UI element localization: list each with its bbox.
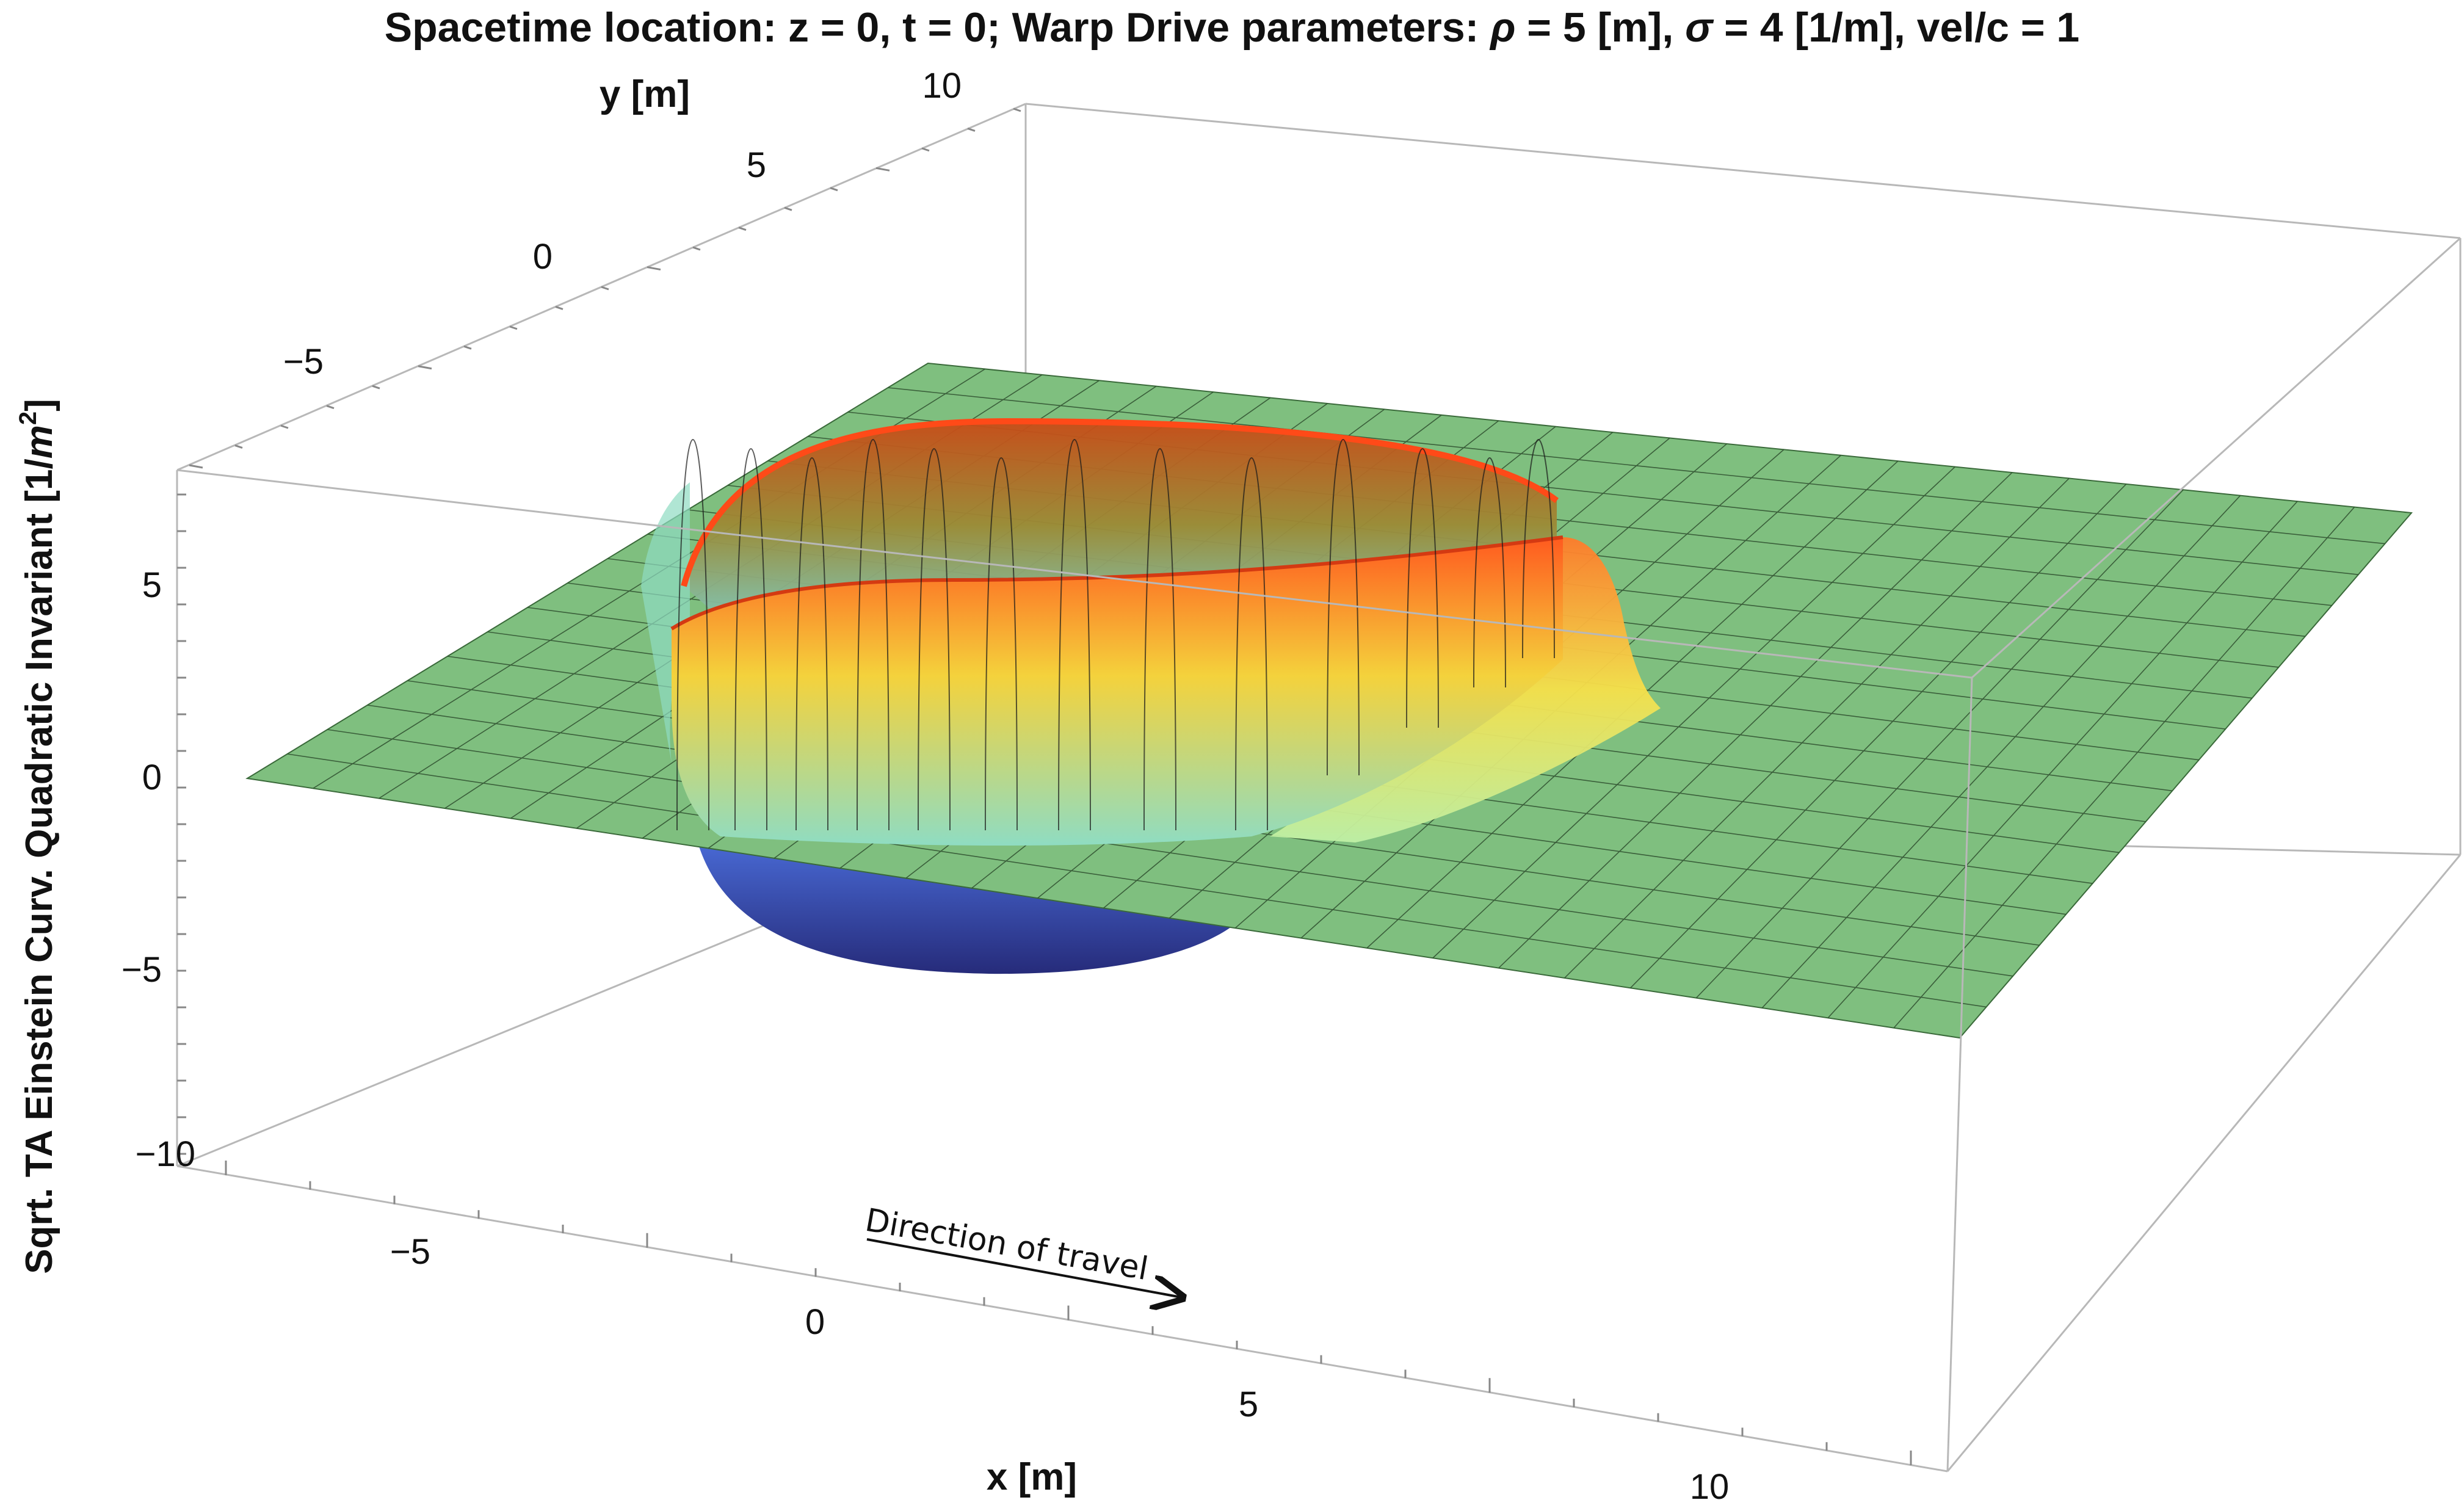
mesh-curve [1522,438,1555,659]
chart-title: Spacetime location: z = 0, t = 0; Warp D… [385,4,2080,51]
ring-wall-outer [641,418,1564,846]
direction-of-travel-annotation: Direction of travel [863,1202,1181,1297]
x-tick-label: −5 [390,1232,430,1272]
plane-grid-line [1827,501,2298,1018]
direction-arrow [866,1238,1181,1297]
axis-tick [418,365,432,370]
axis-tick [830,187,838,192]
mesh-curve [1473,457,1506,688]
axis-tick [875,167,890,172]
z-axis-label: Sqrt. TA Einstein Curv. Quadratic Invari… [15,399,60,1274]
plane-grid-line [1630,484,2127,988]
plane-grid-line [287,753,1987,1008]
plane-grid-line [888,387,2385,545]
plane-grid-line [1564,477,2070,979]
mesh-curve [1406,448,1439,728]
mesh-curve [857,438,890,831]
x-tick-label: 5 [1239,1385,1258,1424]
plane-grid-line [1498,472,2013,969]
mesh-curve [1327,438,1360,776]
x-tick-label: 0 [805,1302,825,1342]
ring-wall-inner [684,421,1557,629]
y-tick-label: 10 [922,66,962,106]
z-tick-label: −10 [136,1134,195,1174]
y-tick-label: 5 [747,145,766,185]
axis-tick [601,286,609,291]
axis-tick [1013,107,1021,112]
x-axis-label: x [m] [987,1456,1077,1498]
direction-of-travel-text: Direction of travel [863,1202,1151,1288]
plane-grid-line [327,729,2013,977]
axis-tick [372,385,380,390]
plane-grid-line [1893,507,2355,1029]
axis-tick [555,306,563,310]
axis-tick [234,444,243,449]
y-tick-label: −5 [283,342,324,382]
x-axis-tick-labels: −5 0 5 10 [390,1232,1729,1507]
plane-grid-line [1761,495,2241,1009]
y-tick-label: 0 [533,237,553,277]
mesh-curve [1143,448,1176,831]
axis-tick [647,266,661,271]
axis-tick-marks [177,107,1912,1465]
plane-grid-line [1432,466,1955,958]
mesh-curve [985,457,1018,831]
axis-tick [921,147,930,152]
z-tick-label: 0 [142,758,162,797]
plot-box-front [176,237,2462,1473]
mesh-curve [734,448,767,831]
mesh-curve [795,457,828,831]
z-axis-tick-labels: 5 0 −5 −10 [121,565,195,1174]
axis-tick [463,345,472,350]
mesh-curve [676,438,709,831]
axis-tick [280,424,289,429]
axis-tick [189,464,203,469]
surface-mesh-lines [676,438,1555,831]
x-tick-label: 10 [1690,1467,1730,1507]
axis-tick [784,206,792,211]
axis-tick [326,405,335,410]
axis-tick [692,246,701,251]
mesh-curve [1058,438,1091,831]
plane-grid-line [1695,489,2184,999]
z-tick-label: 5 [142,565,162,605]
axis-tick [967,128,976,132]
mesh-curve [918,448,951,831]
axis-tick [738,226,747,231]
y-axis-label: y [m] [600,73,690,115]
z-tick-label: −5 [121,950,162,990]
axis-tick [509,325,518,330]
y-axis-tick-labels: −5 0 5 10 [283,66,962,382]
